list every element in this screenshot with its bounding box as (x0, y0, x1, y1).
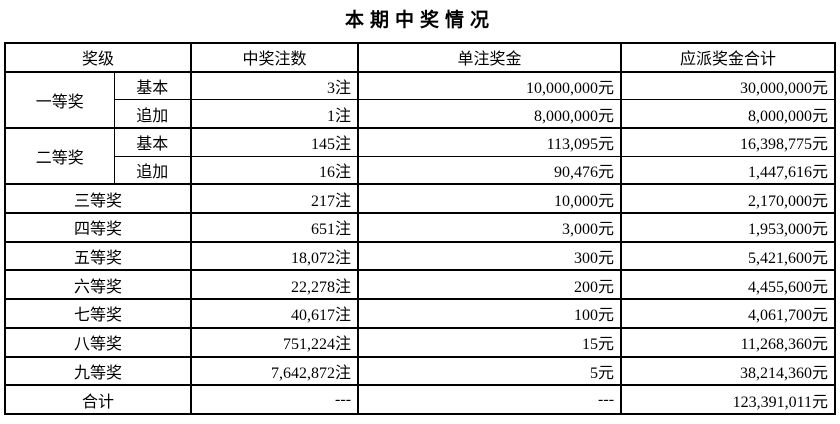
cell-single-prize: 8,000,000元 (357, 99, 623, 130)
table-row-total: 合计 --- --- 123,391,011元 (3, 384, 837, 415)
cell-total-prize: 5,421,600元 (620, 240, 837, 272)
header-winning-count: 中奖注数 (190, 42, 360, 73)
header-single-prize: 单注奖金 (357, 42, 623, 73)
cell-single-prize-total: --- (357, 384, 623, 415)
table-row-first-basic: 一等奖 基本 3注 10,000,000元 30,000,000元 (4, 70, 837, 130)
cell-prize-subtype: 追加 (113, 99, 193, 130)
cell-winning-count-total: --- (190, 384, 360, 415)
cell-prize-level: 五等奖 (3, 240, 193, 272)
table-row-eighth: 八等奖 751,224注 15元 11,268,360元 (3, 326, 837, 358)
cell-single-prize: 5元 (357, 355, 623, 387)
cell-prize-level: 八等奖 (3, 326, 193, 358)
cell-total-prize: 4,061,700元 (620, 298, 837, 329)
cell-single-prize: 3,000元 (357, 212, 623, 243)
cell-single-prize: 300元 (357, 240, 623, 272)
cell-winning-count: 217注 (190, 183, 360, 215)
cell-winning-count: 16注 (190, 155, 360, 186)
table-row-second-additional: 追加 16注 90,476元 1,447,616元 (5, 155, 837, 186)
table-row-ninth: 九等奖 7,642,872注 5元 38,214,360元 (3, 355, 837, 387)
cell-prize-subtype: 基本 (113, 127, 193, 157)
cell-prize-level: 六等奖 (3, 269, 193, 301)
header-prize-level: 奖级 (3, 42, 193, 73)
cell-total-prize: 11,268,360元 (620, 326, 837, 358)
cell-prize-subtype: 基本 (113, 70, 193, 101)
cell-single-prize: 100元 (357, 298, 623, 329)
cell-prize-level: 二等奖 (4, 127, 115, 186)
cell-total-prize: 38,214,360元 (620, 355, 837, 387)
cell-single-prize: 15元 (357, 326, 623, 358)
table-row-third: 三等奖 217注 10,000元 2,170,000元 (3, 183, 837, 215)
cell-prize-level-total: 合计 (3, 384, 193, 415)
cell-prize-level: 四等奖 (3, 212, 193, 243)
cell-winning-count: 145注 (190, 127, 360, 157)
cell-winning-count: 1注 (190, 99, 360, 130)
cell-single-prize: 90,476元 (357, 155, 623, 186)
cell-total-prize-total: 123,391,011元 (620, 384, 837, 415)
cell-winning-count: 18,072注 (190, 240, 360, 272)
cell-winning-count: 3注 (190, 70, 360, 101)
header-total-prize: 应派奖金合计 (620, 42, 837, 73)
page-title: 本期中奖情况 (344, 10, 495, 31)
table-row-second-basic: 二等奖 基本 145注 113,095元 16,398,775元 (4, 127, 837, 186)
cell-total-prize: 30,000,000元 (620, 70, 837, 101)
table-row-first-additional: 追加 1注 8,000,000元 8,000,000元 (5, 99, 837, 130)
cell-total-prize: 1,447,616元 (620, 155, 837, 186)
cell-winning-count: 751,224注 (190, 326, 360, 358)
table-row-fourth: 四等奖 651注 3,000元 1,953,000元 (3, 212, 837, 243)
cell-total-prize: 2,170,000元 (620, 183, 837, 215)
cell-single-prize: 10,000,000元 (357, 70, 623, 101)
cell-single-prize: 200元 (357, 269, 623, 301)
cell-prize-level: 一等奖 (4, 70, 115, 130)
cell-total-prize: 1,953,000元 (620, 212, 837, 243)
cell-winning-count: 40,617注 (190, 298, 360, 329)
cell-winning-count: 7,642,872注 (190, 355, 360, 387)
table-header-row: 奖级 中奖注数 单注奖金 应派奖金合计 (3, 42, 837, 73)
cell-prize-level: 三等奖 (3, 183, 193, 215)
table-row-sixth: 六等奖 22,278注 200元 4,455,600元 (3, 269, 837, 301)
cell-total-prize: 16,398,775元 (620, 127, 837, 157)
cell-total-prize: 8,000,000元 (620, 99, 837, 130)
prize-results-table: 奖级 中奖注数 单注奖金 应派奖金合计 一等奖 基本 3注 10,000,000… (3, 42, 837, 415)
cell-single-prize: 113,095元 (357, 127, 623, 157)
cell-prize-level: 九等奖 (3, 355, 193, 387)
cell-prize-level: 七等奖 (3, 298, 193, 329)
cell-total-prize: 4,455,600元 (620, 269, 837, 301)
cell-prize-subtype: 追加 (113, 155, 193, 186)
cell-winning-count: 651注 (190, 212, 360, 243)
cell-single-prize: 10,000元 (357, 183, 623, 215)
cell-winning-count: 22,278注 (190, 269, 360, 301)
table-row-seventh: 七等奖 40,617注 100元 4,061,700元 (3, 298, 837, 329)
table-row-fifth: 五等奖 18,072注 300元 5,421,600元 (3, 240, 837, 272)
